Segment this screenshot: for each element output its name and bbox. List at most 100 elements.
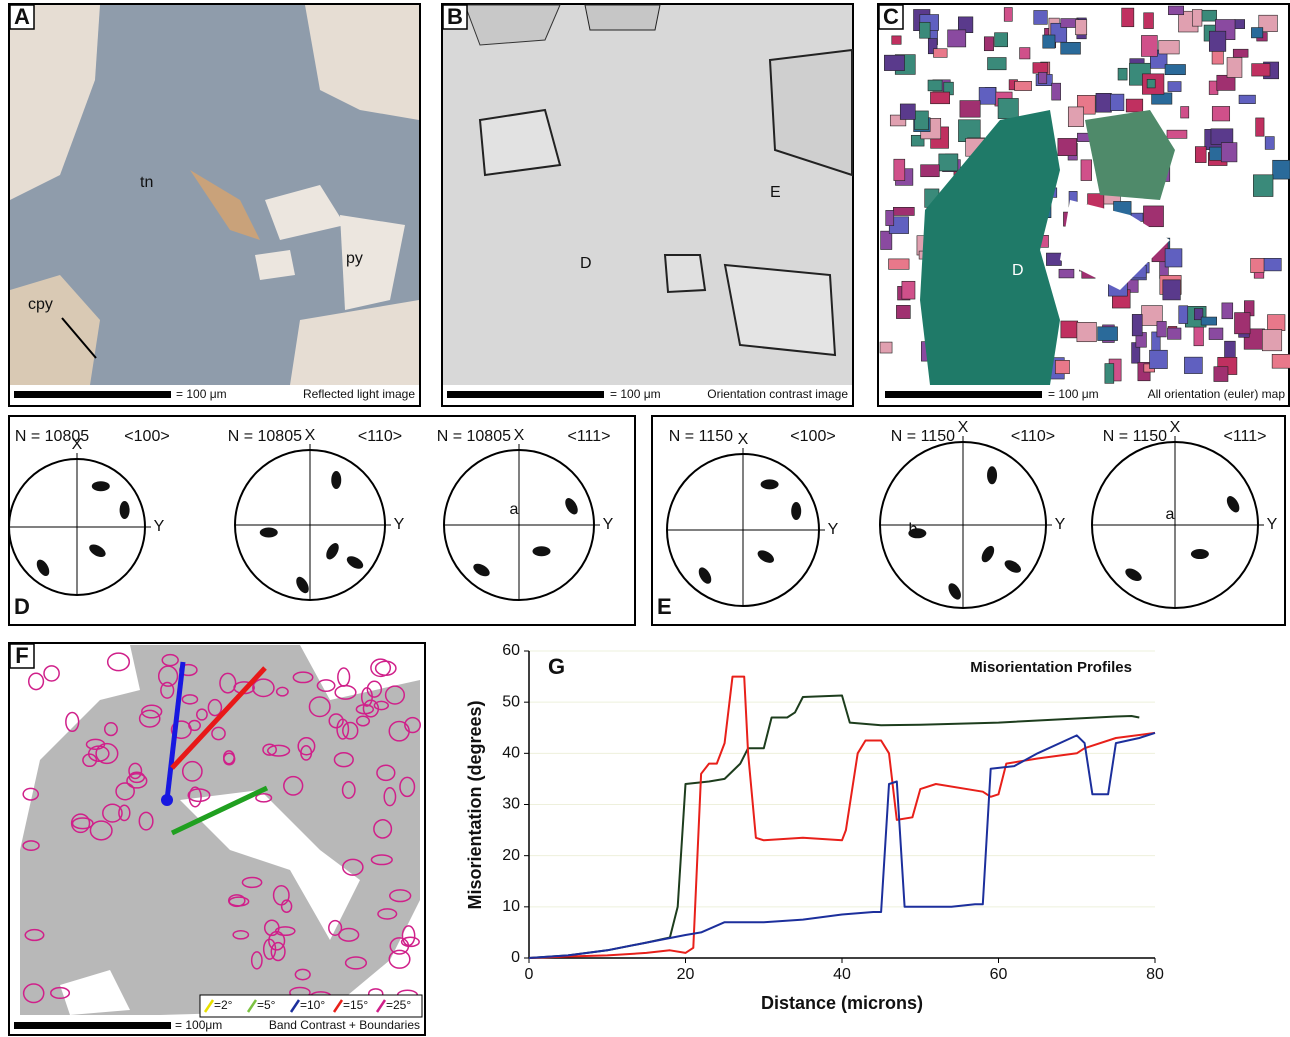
- grain: [1221, 143, 1237, 162]
- direction: <111>: [567, 428, 610, 445]
- grain: [1209, 328, 1223, 340]
- axis-y: Y: [394, 516, 405, 533]
- grain: [1159, 40, 1179, 53]
- grain: [1201, 317, 1217, 325]
- marker: b: [909, 521, 918, 538]
- panel-a: tn py cpy A = 100 μm Reflected light ima…: [9, 4, 420, 406]
- scale-text: = 100μm: [175, 1018, 222, 1032]
- pole-cluster: [756, 548, 777, 566]
- grain: [1195, 147, 1206, 163]
- grain: [960, 101, 980, 118]
- y-tick-label: 0: [511, 949, 520, 966]
- grain: [1235, 313, 1251, 334]
- grain: [1077, 322, 1096, 341]
- grain: [915, 111, 929, 130]
- pole-cluster: [979, 544, 997, 565]
- pole-cluster: [696, 565, 714, 586]
- grain: [1004, 8, 1012, 22]
- y-axis-label: Misorientation (degrees): [465, 700, 485, 909]
- direction: <110>: [358, 428, 402, 445]
- grain: [1033, 63, 1048, 74]
- grain: [939, 154, 958, 171]
- grain: [1076, 20, 1087, 35]
- grain: [1126, 99, 1143, 112]
- legend-label: =10°: [300, 998, 325, 1012]
- grain: [1055, 360, 1069, 373]
- grain: [1059, 269, 1074, 278]
- grain: [1251, 258, 1264, 272]
- grain: [1239, 95, 1255, 103]
- grain: [988, 58, 1007, 70]
- grain: [725, 265, 835, 355]
- grain: [1263, 258, 1281, 271]
- grain: [1141, 35, 1157, 56]
- grain: [889, 259, 910, 269]
- pole-cluster: [1191, 549, 1209, 559]
- grain: [1222, 303, 1233, 319]
- grain: [585, 5, 660, 30]
- grain: [665, 255, 705, 292]
- grain: [1233, 49, 1248, 57]
- n-label: N = 10805: [15, 428, 89, 445]
- axis-y: Y: [1055, 516, 1066, 533]
- grain: [1163, 280, 1181, 300]
- legend-label: =25°: [386, 998, 411, 1012]
- grain: [465, 5, 560, 45]
- panel-label: E: [657, 594, 672, 619]
- grain: [1152, 93, 1172, 104]
- grain: [1034, 10, 1048, 24]
- panel-label: G: [548, 654, 565, 679]
- n-label: N = 1150: [891, 428, 955, 445]
- x-tick-label: 80: [1146, 966, 1164, 983]
- axis-x: X: [738, 431, 749, 448]
- grain: [1168, 6, 1183, 15]
- n-label: N = 10805: [437, 428, 511, 445]
- chart-title: Misorientation Profiles: [970, 659, 1132, 676]
- pole-cluster: [1123, 566, 1144, 584]
- grain: [1015, 81, 1032, 90]
- x-tick-label: 20: [677, 966, 695, 983]
- legend-label: =5°: [257, 998, 276, 1012]
- grain: [1235, 20, 1245, 29]
- axis-y: Y: [1267, 516, 1278, 533]
- caption: Band Contrast + Boundaries: [269, 1018, 420, 1032]
- grain: [892, 36, 901, 44]
- pole-cluster: [761, 479, 779, 489]
- grain: [1214, 367, 1228, 382]
- y-tick-label: 10: [502, 898, 520, 915]
- grain: [480, 110, 560, 175]
- pole-cluster: [471, 561, 492, 579]
- grain: [928, 80, 942, 91]
- direction: <100>: [124, 428, 169, 445]
- grain: [900, 104, 915, 120]
- scale-text: = 100 μm: [610, 387, 661, 401]
- grain: [1144, 13, 1154, 29]
- pole-cluster: [294, 575, 312, 596]
- grain: [1157, 321, 1166, 337]
- scale-text: = 100 μm: [1048, 387, 1099, 401]
- grain: [1165, 64, 1185, 74]
- axis-x: X: [1170, 419, 1181, 436]
- axis-x: X: [514, 427, 525, 444]
- x-tick-label: 40: [833, 966, 851, 983]
- profile-start: [161, 794, 173, 806]
- scale-bar: [885, 391, 1042, 398]
- pole-cluster: [120, 501, 130, 519]
- grain: [1096, 93, 1111, 112]
- panel-label: A: [14, 4, 30, 29]
- grain: [1068, 107, 1083, 127]
- grain: [920, 22, 931, 38]
- y-tick-label: 30: [502, 796, 520, 813]
- grain: [1058, 138, 1077, 155]
- grain: [886, 210, 894, 225]
- x-axis-label: Distance (microns): [761, 993, 923, 1013]
- chart: G Misorientation Profiles Distance (micr…: [465, 642, 1164, 1013]
- figure: tn py cpy A = 100 μm Reflected light ima…: [0, 0, 1290, 1037]
- grain: [1132, 314, 1142, 335]
- x-tick-label: 0: [525, 966, 534, 983]
- grain: [1043, 35, 1055, 48]
- axis-x: X: [958, 419, 969, 436]
- grain: [1143, 206, 1163, 227]
- grain: [1020, 48, 1030, 59]
- direction: <110>: [1011, 428, 1055, 445]
